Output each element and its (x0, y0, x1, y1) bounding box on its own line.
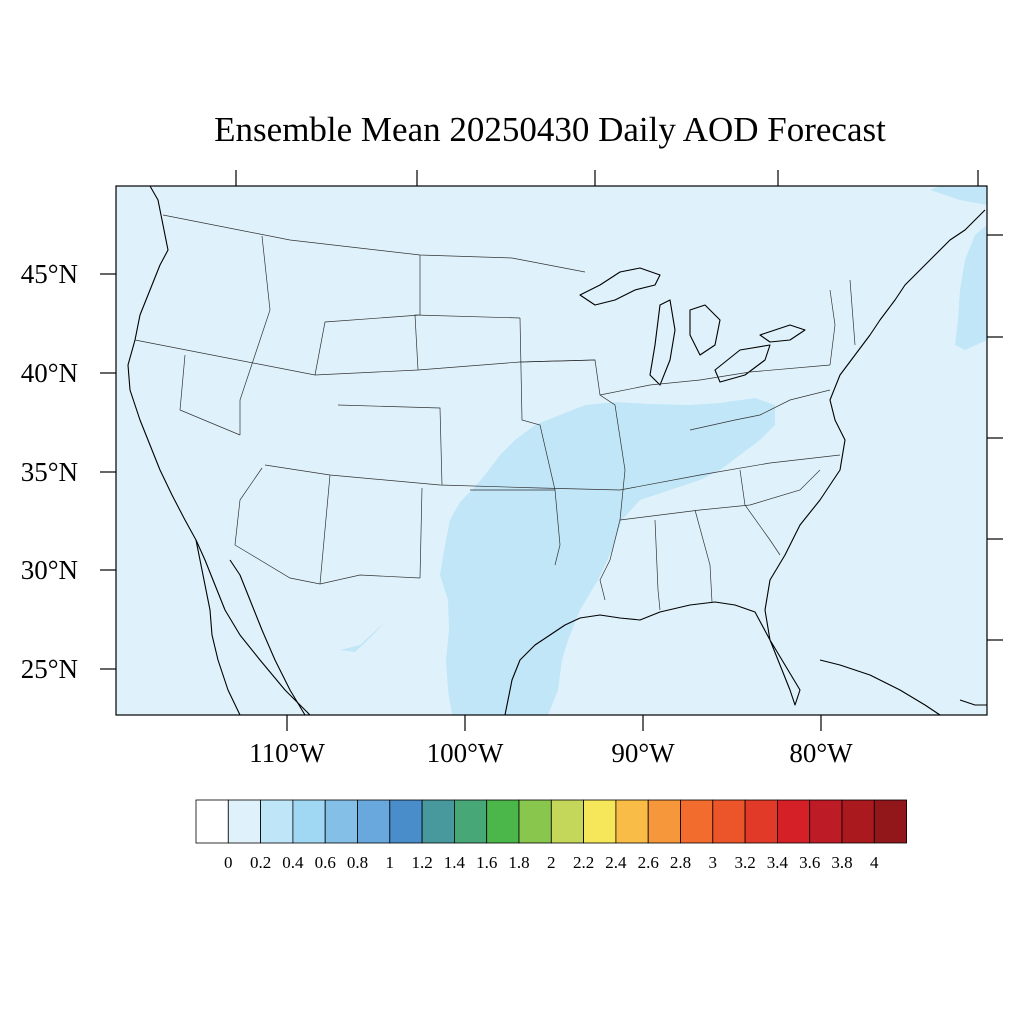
colorbar-label-12: 2.4 (605, 853, 627, 872)
map-frame (115, 185, 988, 716)
colorbar-swatch-10 (518, 799, 552, 844)
axis-ticks (100, 170, 1003, 731)
colorbar-swatch-8 (453, 799, 488, 844)
colorbar-label-10: 2 (547, 853, 556, 872)
colorbar-label-9: 1.8 (508, 853, 529, 872)
colorbar-swatch-13 (615, 799, 649, 844)
colorbar-swatch-2 (260, 799, 294, 844)
colorbar-label-0: 0 (224, 853, 233, 872)
colorbar-label-8: 1.6 (476, 853, 497, 872)
colorbar-label-13: 2.6 (638, 853, 659, 872)
colorbar-label-5: 1 (386, 853, 395, 872)
lon-label-100w: 100°W (427, 738, 504, 768)
coastlines-and-borders (127, 185, 987, 716)
colorbar-swatch-12 (583, 799, 617, 844)
colorbar-label-11: 2.2 (573, 853, 594, 872)
colorbar-swatch-19 (809, 799, 843, 844)
colorbar-swatch-3 (292, 799, 326, 844)
colorbar-swatch-0 (195, 799, 229, 844)
lat-label-30: 30°N (21, 555, 78, 585)
colorbar-swatch-18 (777, 799, 811, 844)
lon-label-90w: 90°W (611, 738, 675, 768)
aod-plume-atlantic (955, 225, 987, 350)
colorbar-swatch-15 (680, 799, 714, 844)
colorbar-label-4: 0.8 (347, 853, 368, 872)
colorbar-label-20: 4 (870, 853, 879, 872)
colorbar-label-19: 3.8 (831, 853, 852, 872)
lat-label-45: 45°N (21, 259, 78, 289)
colorbar: 0 0.2 0.4 0.6 0.8 1 1.2 1.4 1.6 1.8 2 2.2 2.4 2.6 2.8 3… (195, 799, 907, 872)
colorbar-swatch-1 (227, 799, 262, 844)
colorbar-label-17: 3.4 (767, 853, 789, 872)
lat-label-40: 40°N (21, 358, 78, 388)
colorbar-swatch-11 (550, 799, 584, 844)
colorbar-label-1: 0.2 (250, 853, 271, 872)
lat-label-25: 25°N (21, 654, 78, 684)
colorbar-swatch-9 (486, 799, 520, 844)
colorbar-swatch-16 (712, 799, 746, 844)
colorbar-label-15: 3 (709, 853, 718, 872)
colorbar-swatch-6 (389, 799, 423, 844)
colorbar-swatch-14 (647, 799, 681, 844)
colorbar-swatch-5 (357, 799, 391, 844)
colorbar-label-14: 2.8 (670, 853, 691, 872)
colorbar-swatch-7 (421, 799, 455, 844)
colorbar-label-2: 0.4 (282, 853, 304, 872)
lat-label-35: 35°N (21, 457, 78, 487)
aod-plume-south-central (440, 398, 775, 715)
colorbar-swatch-17 (744, 799, 778, 844)
colorbar-label-3: 0.6 (315, 853, 336, 872)
colorbar-label-18: 3.6 (799, 853, 820, 872)
colorbar-swatch-4 (324, 799, 358, 844)
colorbar-swatch-21 (873, 799, 907, 844)
map-title: Ensemble Mean 20250430 Daily AOD Forecas… (214, 110, 886, 149)
aod-plume-northeast-corner (930, 186, 987, 205)
colorbar-label-16: 3.2 (734, 853, 755, 872)
colorbar-label-7: 1.4 (444, 853, 466, 872)
colorbar-label-6: 1.2 (411, 853, 432, 872)
lon-label-80w: 80°W (789, 738, 853, 768)
colorbar-swatch-20 (841, 799, 875, 844)
aod-plume-mexico-streak (340, 622, 385, 652)
lon-label-110w: 110°W (249, 738, 325, 768)
state-borders (134, 214, 856, 611)
